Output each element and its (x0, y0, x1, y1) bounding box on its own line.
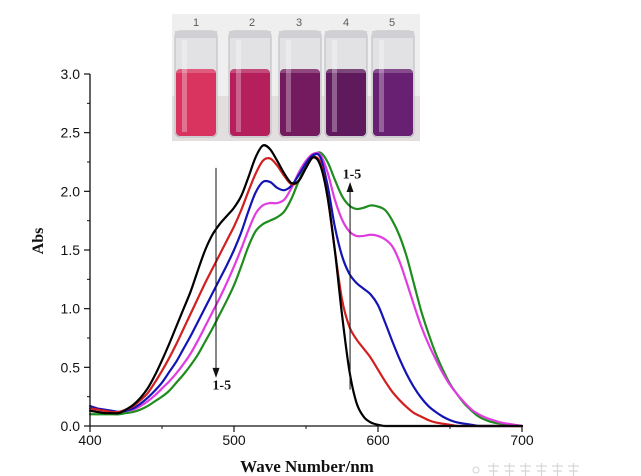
vial-rim (229, 31, 271, 38)
vial-reflection (332, 40, 337, 132)
watermark-glyph (552, 463, 563, 476)
annotation-arrowhead-icon (346, 181, 354, 192)
vial-rim (279, 31, 321, 38)
vial-meniscus (230, 69, 270, 73)
x-tick-label: 600 (366, 432, 390, 448)
vial-meniscus (280, 69, 320, 73)
axes-layer: 0.0 0.5 1.0 1.5 2.0 2.5 3.0 400 500 600 700 Abs Wave… (30, 66, 534, 476)
vial-label: 3 (296, 17, 302, 29)
annotation-layer: 1-5 1-5 (212, 167, 361, 393)
vial-meniscus (373, 69, 413, 73)
vial-reflection (236, 40, 241, 132)
vial-1: 1 (174, 17, 218, 138)
y-tick-label: 1.0 (61, 301, 81, 317)
watermark-glyph (568, 463, 579, 476)
y-tick-label: 2.5 (61, 125, 81, 141)
vial-2: 2 (228, 17, 272, 138)
series-line-3 (88, 152, 524, 428)
vial-liquid (176, 69, 216, 136)
annotation-label: 1-5 (343, 167, 362, 182)
annotation-label: 1-5 (212, 379, 231, 394)
vial-rim (325, 31, 367, 38)
x-axis-label: Wave Number/nm (240, 457, 374, 476)
vial-photo-inset: 1 2 3 4 5 (172, 14, 420, 141)
vial-liquid (280, 69, 320, 136)
vial-label: 4 (343, 17, 349, 29)
watermark-logo-icon (472, 466, 480, 474)
series-layer (88, 144, 524, 428)
vial-liquid (230, 69, 270, 136)
series-line-4 (88, 151, 524, 428)
y-tick-label: 3.0 (61, 66, 81, 82)
vial-3: 3 (278, 17, 322, 138)
vial-label: 2 (249, 17, 255, 29)
y-tick-label: 0.0 (61, 418, 81, 434)
vial-reflection (286, 40, 291, 132)
series-line-2 (88, 155, 524, 428)
y-tick-label: 2.0 (61, 183, 81, 199)
vial-meniscus (326, 69, 366, 73)
x-tick-label: 500 (222, 432, 246, 448)
watermark-glyph (520, 463, 531, 476)
vial-liquid (326, 69, 366, 136)
vial-reflection (182, 40, 187, 132)
watermark-glyph (488, 463, 499, 476)
vials: 1 2 3 4 5 (174, 17, 415, 138)
vial-5: 5 (371, 17, 415, 138)
annotation-2: 1-5 (343, 167, 362, 390)
vial-meniscus (176, 69, 216, 73)
annotation-1: 1-5 (212, 167, 231, 394)
annotation-arrowhead-icon (212, 367, 220, 378)
y-tick-label: 0.5 (61, 359, 81, 375)
y-axis-label: Abs (30, 228, 47, 255)
watermark-glyph (536, 463, 547, 476)
vial-4: 4 (324, 17, 368, 138)
vial-reflection (379, 40, 384, 132)
x-tick-label: 700 (510, 432, 534, 448)
vial-liquid (373, 69, 413, 136)
x-tick-label: 400 (78, 432, 102, 448)
vial-rim (372, 31, 414, 38)
y-tick-label: 1.5 (61, 242, 81, 258)
vial-label: 1 (193, 17, 199, 29)
watermark-glyph (504, 463, 515, 476)
vial-label: 5 (389, 17, 395, 29)
watermark (472, 463, 579, 476)
vial-rim (175, 31, 217, 38)
series-line-5 (88, 151, 524, 428)
